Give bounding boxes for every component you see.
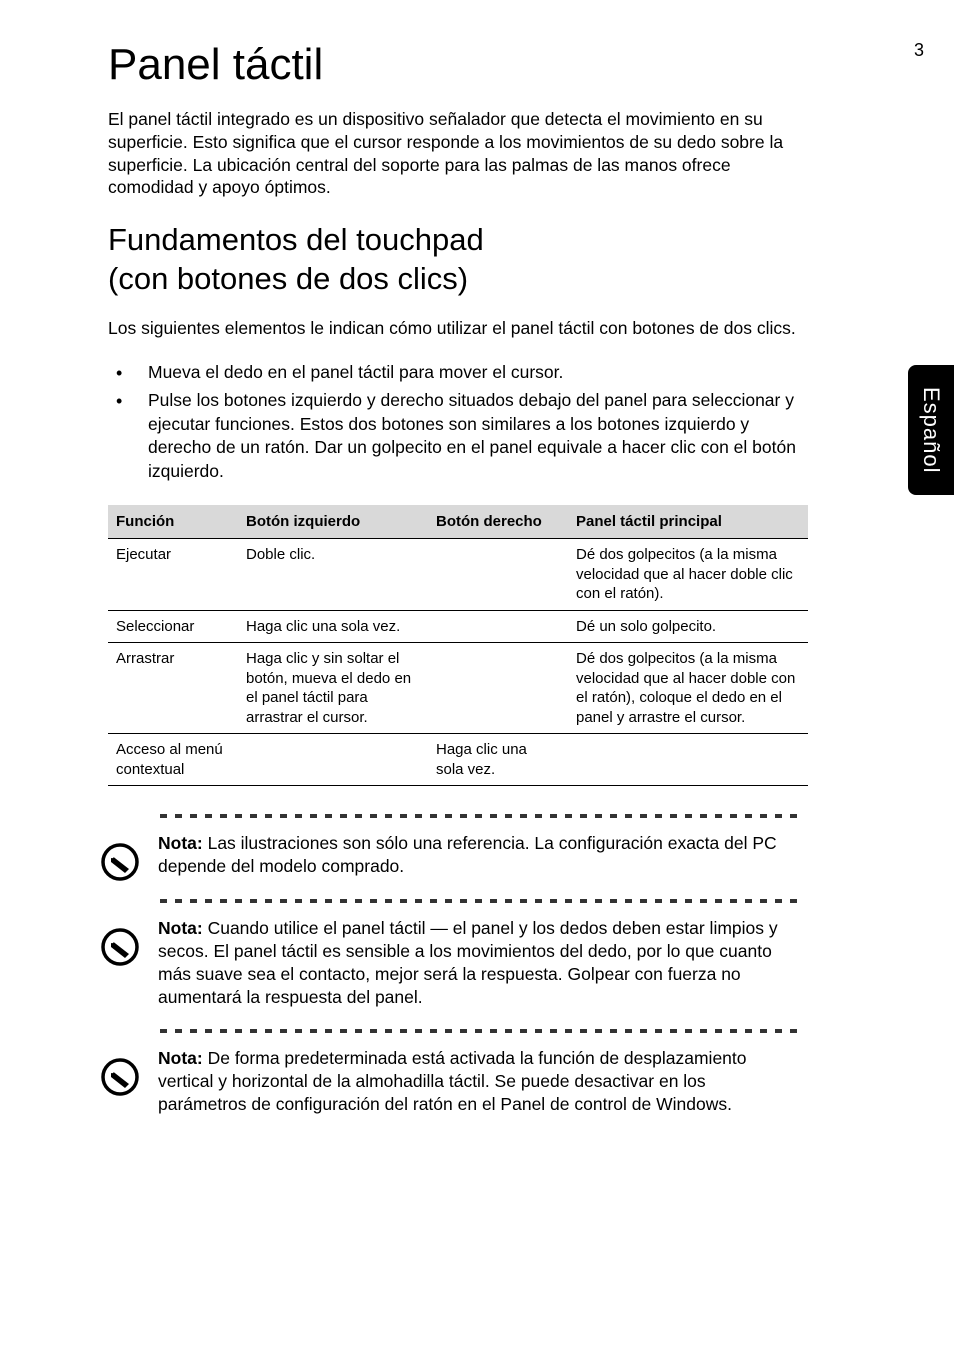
table-row: Arrastrar Haga clic y sin soltar el botó… — [108, 643, 808, 734]
table-row: Acceso al menú contextual Haga clic una … — [108, 734, 808, 786]
table-cell: Haga clic una sola vez. — [238, 610, 428, 643]
bullet-list: Mueva el dedo en el panel táctil para mo… — [108, 361, 808, 483]
table-cell — [428, 539, 568, 611]
note-block: Nota: Las ilustraciones son sólo una ref… — [158, 814, 808, 878]
section-intro: Los siguientes elementos le indican cómo… — [108, 317, 808, 340]
list-item: Pulse los botones izquierdo y derecho si… — [108, 389, 808, 484]
table-row: Seleccionar Haga clic una sola vez. Dé u… — [108, 610, 808, 643]
section-heading-line2: (con botones de dos clics) — [108, 261, 468, 296]
dashed-rule — [160, 899, 800, 903]
note-label: Nota: — [158, 833, 203, 853]
table-header-cell: Botón derecho — [428, 505, 568, 539]
note-block: Nota: De forma predeterminada está activ… — [158, 1029, 808, 1116]
table-cell — [428, 643, 568, 734]
section-heading: Fundamentos del touchpad (con botones de… — [108, 221, 808, 299]
note-text: Nota: Las ilustraciones son sólo una ref… — [158, 832, 798, 878]
note-icon — [100, 1057, 140, 1097]
dashed-rule — [160, 814, 800, 818]
table-cell: Dé un solo golpecito. — [568, 610, 808, 643]
note-icon — [100, 927, 140, 967]
note-block: Nota: Cuando utilice el panel táctil — e… — [158, 899, 808, 1009]
notes-section: Nota: Las ilustraciones son sólo una ref… — [158, 814, 808, 1116]
language-tab: Español — [908, 365, 954, 495]
table-cell: Haga clic una sola vez. — [428, 734, 568, 786]
section-heading-line1: Fundamentos del touchpad — [108, 222, 484, 257]
note-text: Nota: De forma predeterminada está activ… — [158, 1047, 798, 1116]
note-label: Nota: — [158, 1048, 203, 1068]
note-body: Cuando utilice el panel táctil — el pane… — [158, 918, 778, 1007]
intro-paragraph: El panel táctil integrado es un disposit… — [108, 108, 808, 199]
functions-table: Función Botón izquierdo Botón derecho Pa… — [108, 505, 808, 786]
table-row: Ejecutar Doble clic. Dé dos golpecitos (… — [108, 539, 808, 611]
table-header-row: Función Botón izquierdo Botón derecho Pa… — [108, 505, 808, 539]
note-body: De forma predeterminada está activada la… — [158, 1048, 747, 1114]
page-title: Panel táctil — [108, 40, 808, 90]
table-cell: Acceso al menú contextual — [108, 734, 238, 786]
list-item: Mueva el dedo en el panel táctil para mo… — [108, 361, 808, 385]
note-body: Las ilustraciones son sólo una referenci… — [158, 833, 777, 876]
table-cell: Arrastrar — [108, 643, 238, 734]
table-cell: Doble clic. — [238, 539, 428, 611]
page-number: 3 — [914, 40, 924, 61]
table-header-cell: Panel táctil principal — [568, 505, 808, 539]
table-cell: Seleccionar — [108, 610, 238, 643]
table-cell: Dé dos golpecitos (a la misma velocidad … — [568, 539, 808, 611]
table-cell — [428, 610, 568, 643]
table-cell: Ejecutar — [108, 539, 238, 611]
table-header-cell: Botón izquierdo — [238, 505, 428, 539]
note-label: Nota: — [158, 918, 203, 938]
table-cell — [238, 734, 428, 786]
table-cell — [568, 734, 808, 786]
table-header-cell: Función — [108, 505, 238, 539]
table-cell: Dé dos golpecitos (a la misma velocidad … — [568, 643, 808, 734]
language-tab-label: Español — [918, 387, 944, 474]
note-icon — [100, 842, 140, 882]
dashed-rule — [160, 1029, 800, 1033]
note-text: Nota: Cuando utilice el panel táctil — e… — [158, 917, 798, 1009]
table-cell: Haga clic y sin soltar el botón, mueva e… — [238, 643, 428, 734]
